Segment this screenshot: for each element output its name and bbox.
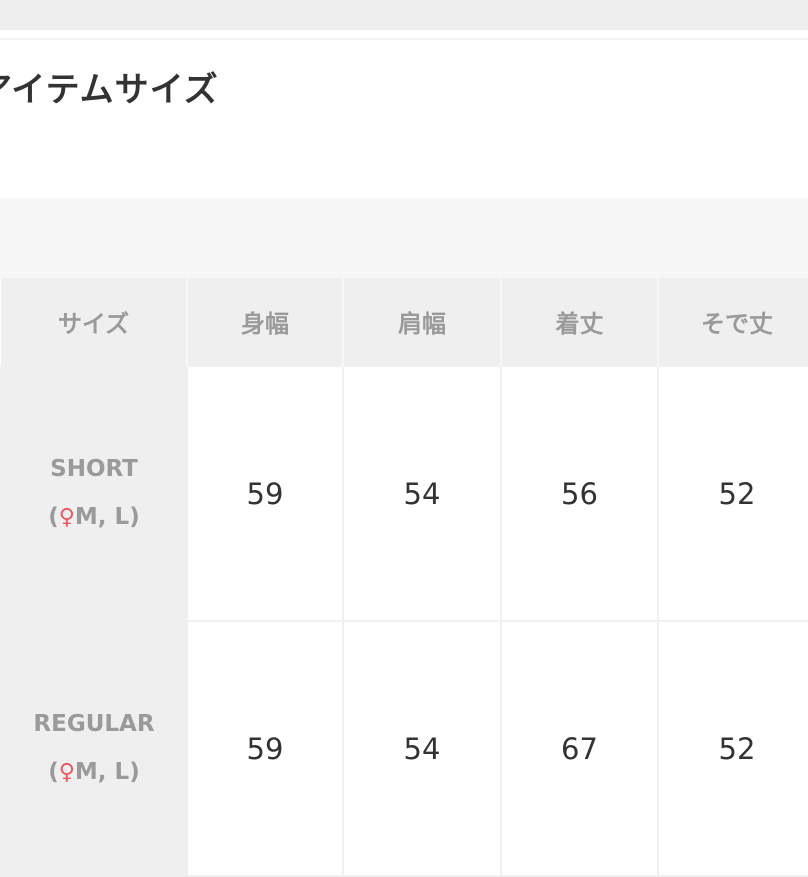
header-length: 着丈 [501, 278, 659, 366]
title-panel [0, 38, 808, 198]
header-shoulder-width: 肩幅 [343, 278, 502, 366]
size-label: REGULAR [33, 711, 155, 737]
value-cell: 52 [657, 620, 808, 877]
value-cell: 52 [657, 365, 808, 622]
size-cell: REGULAR (♀M, L) [0, 620, 188, 877]
value-cell: 56 [500, 365, 659, 622]
size-label: SHORT [50, 456, 138, 482]
table-row: REGULAR (♀M, L) 59 54 67 52 [0, 620, 808, 877]
header-size: サイズ [1, 278, 188, 366]
woman-icon: ♀ [58, 760, 75, 785]
value-cell: 54 [342, 620, 502, 877]
value-cell: 54 [342, 365, 502, 622]
value-cell: 59 [186, 365, 344, 622]
header-sleeve-length: そで丈 [658, 278, 808, 366]
spacer [0, 198, 808, 278]
woman-icon: ♀ [58, 505, 75, 530]
page-title: アイテムサイズ [0, 70, 219, 110]
size-cell: SHORT (♀M, L) [0, 365, 188, 622]
size-table: サイズ 身幅 肩幅 着丈 そで丈 SHORT (♀M, L) 59 54 56 … [0, 278, 808, 877]
value-cell: 67 [500, 620, 659, 877]
value-cell: 59 [186, 620, 344, 877]
table-row: SHORT (♀M, L) 59 54 56 52 [0, 365, 808, 622]
fit-label: (♀M, L) [48, 504, 140, 530]
table-header-row: サイズ 身幅 肩幅 着丈 そで丈 [1, 278, 808, 366]
top-bar [0, 0, 808, 30]
header-body-width: 身幅 [187, 278, 344, 366]
fit-label: (♀M, L) [48, 759, 140, 785]
